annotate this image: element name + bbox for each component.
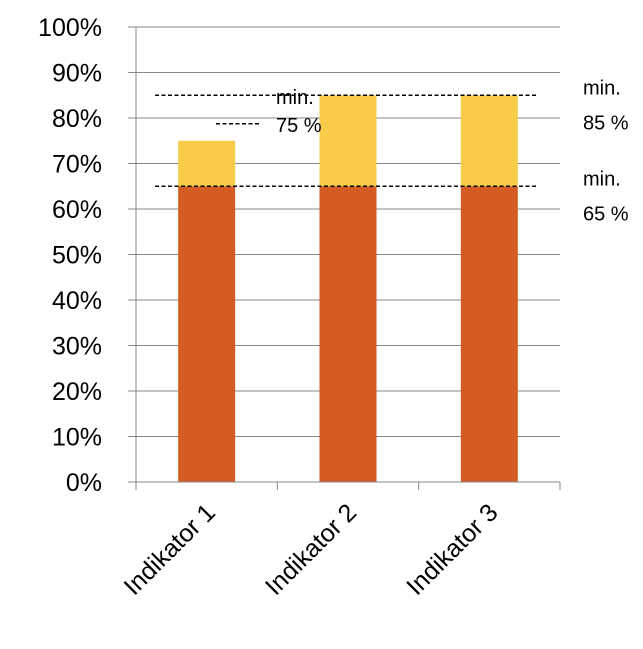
annotations: min. 85 % min. 65 % min. 75 % xyxy=(216,77,629,225)
x-category-labels: Indikator 1 Indikator 2 Indikator 3 xyxy=(119,498,504,600)
axes xyxy=(128,26,561,490)
y-tick-label: 80% xyxy=(52,105,102,133)
x-category-label: Indikator 1 xyxy=(119,498,221,600)
threshold-label-line2: 65 % xyxy=(583,203,629,225)
bar-segment xyxy=(178,186,236,482)
y-tick-labels: 0% 10% 20% 30% 40% 50% 60% 70% 80% 90% 100% xyxy=(38,14,102,497)
y-tick-label: 30% xyxy=(52,333,102,361)
threshold-label-line1: min. xyxy=(583,77,621,99)
bar-segment xyxy=(319,95,377,187)
y-tick-label: 0% xyxy=(66,469,102,497)
bars xyxy=(178,95,518,482)
y-tick-label: 40% xyxy=(52,287,102,315)
bar-segment xyxy=(178,140,236,187)
threshold-lines xyxy=(155,94,537,187)
y-tick-label: 100% xyxy=(38,14,102,42)
y-tick-label: 90% xyxy=(52,60,102,88)
y-tick-label: 50% xyxy=(52,242,102,270)
x-category-label: Indikator 2 xyxy=(260,498,362,600)
threshold-label-line1: min. xyxy=(583,168,621,190)
threshold-label-line2: 85 % xyxy=(583,112,629,134)
bar-segment xyxy=(460,95,518,187)
bar-segment xyxy=(460,186,518,482)
y-tick-label: 10% xyxy=(52,424,102,452)
annotation-label-line1: min. xyxy=(276,87,314,109)
annotation-label-line2: 75 % xyxy=(276,115,322,137)
y-tick-label: 70% xyxy=(52,151,102,179)
bar-segment xyxy=(319,186,377,482)
y-tick-label: 60% xyxy=(52,196,102,224)
x-category-label: Indikator 3 xyxy=(401,498,503,600)
y-tick-label: 20% xyxy=(52,378,102,406)
